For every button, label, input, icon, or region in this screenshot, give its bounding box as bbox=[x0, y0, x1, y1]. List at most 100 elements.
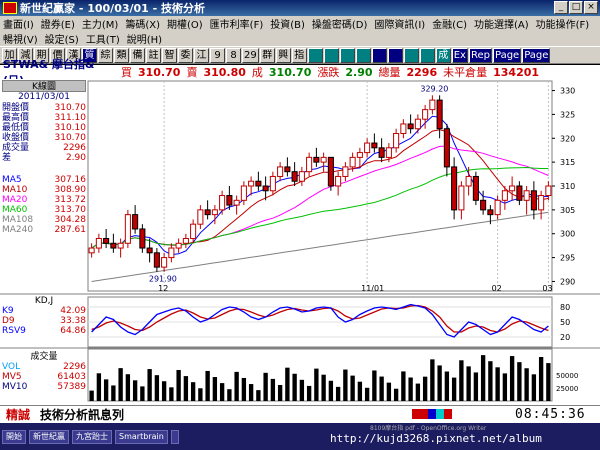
candle-body bbox=[190, 223, 197, 240]
menu-item[interactable]: 證券(E) bbox=[40, 20, 75, 31]
kd-line bbox=[91, 303, 549, 338]
status-message: 技術分析訊息列 bbox=[40, 408, 125, 422]
menu-item[interactable]: 畫面(I) bbox=[3, 20, 34, 31]
toolbar-button[interactable] bbox=[323, 47, 339, 63]
volume-bar bbox=[270, 378, 276, 401]
menu-item[interactable]: 匯市利率(F) bbox=[209, 20, 264, 31]
toolbar-button[interactable]: 群 bbox=[259, 47, 275, 63]
volume-bar bbox=[524, 368, 529, 401]
menu-item[interactable]: 主力(M) bbox=[81, 20, 119, 31]
toolbar-button[interactable]: 備 bbox=[130, 47, 145, 63]
volume-bar bbox=[219, 383, 225, 401]
menu-item[interactable]: 功能操作(F) bbox=[535, 20, 590, 31]
volume-bar bbox=[335, 386, 341, 401]
menu-item[interactable]: 工具(T) bbox=[85, 35, 120, 46]
toolbar-button[interactable]: 註 bbox=[146, 47, 161, 63]
toolbar-button[interactable]: 29 bbox=[242, 47, 259, 63]
toolbar-button[interactable]: 期 bbox=[34, 47, 49, 63]
taskbar-item[interactable]: 九宮跆士 bbox=[72, 429, 112, 444]
toolbar-button[interactable]: Page bbox=[522, 47, 551, 63]
moving-average-row: MA5 307.16 bbox=[2, 175, 86, 185]
low-annotation: 291.90 bbox=[149, 274, 177, 283]
toolbar-button[interactable]: 指 bbox=[291, 47, 307, 63]
candle-body bbox=[168, 247, 175, 259]
toolbar-button[interactable]: 價 bbox=[50, 47, 65, 63]
candle-body bbox=[95, 238, 102, 249]
menu-item[interactable]: 籌碼(X) bbox=[125, 20, 160, 31]
menu-item[interactable]: 期權(O) bbox=[166, 20, 203, 31]
candle-body bbox=[335, 175, 342, 187]
toolbar-button[interactable] bbox=[419, 47, 435, 63]
taskbar-item[interactable] bbox=[170, 429, 179, 444]
toolbar-button[interactable]: 加 bbox=[2, 47, 17, 63]
chart-area[interactable]: 330 325 320 315 310 305 300 295 290 12 11/01 02 03 32… bbox=[0, 79, 600, 405]
volume-bar bbox=[328, 380, 334, 401]
menu-item[interactable]: 暢視(V) bbox=[3, 35, 38, 46]
toolbar-button[interactable]: 8 bbox=[226, 47, 241, 63]
volume-bar bbox=[321, 374, 326, 401]
menu-item[interactable]: 金融(C) bbox=[432, 20, 467, 31]
price-stat-row: 差 2.90 bbox=[2, 153, 86, 163]
kd-row-value: 33.38 bbox=[60, 316, 86, 326]
candle-body bbox=[132, 214, 139, 230]
quote-info-bar: STWA& 摩台指&(日) 買 310.70 賣 310.80 成 310.70… bbox=[0, 58, 600, 87]
volume-bar bbox=[140, 386, 145, 401]
menu-item[interactable]: 國際資訊(I) bbox=[374, 20, 426, 31]
toolbar-button[interactable]: 類 bbox=[114, 47, 129, 63]
volume-bar bbox=[256, 390, 261, 401]
toolbar-button[interactable]: Rep bbox=[468, 47, 492, 63]
menu-item[interactable]: 設定(S) bbox=[44, 35, 79, 46]
toolbar-button[interactable] bbox=[387, 47, 403, 63]
menu-item[interactable]: 操盤密碼(D) bbox=[311, 20, 368, 31]
menu-item[interactable]: 說明(H) bbox=[126, 35, 163, 46]
volume-bar bbox=[379, 376, 384, 401]
volume-bar bbox=[517, 362, 522, 401]
taskbar-item[interactable]: 開始 bbox=[2, 429, 26, 444]
taskbar-item[interactable]: 新世紀贏 bbox=[29, 429, 69, 444]
toolbar-button[interactable]: 9 bbox=[210, 47, 225, 63]
toolbar-button[interactable]: Page bbox=[492, 47, 522, 63]
technical-chart[interactable]: 330 325 320 315 310 305 300 295 290 12 11/01 02 03 32… bbox=[0, 79, 600, 405]
volume-bar bbox=[263, 372, 268, 401]
candle-body bbox=[117, 242, 124, 249]
toolbar-button[interactable] bbox=[355, 47, 371, 63]
toolbar-button[interactable]: 興 bbox=[275, 47, 291, 63]
toolbar-button[interactable] bbox=[307, 47, 323, 63]
candle-body bbox=[451, 166, 458, 211]
toolbar-button[interactable]: Ex bbox=[451, 47, 468, 63]
volume-label: 總量 bbox=[378, 66, 401, 79]
toolbar-button[interactable]: 成 bbox=[435, 47, 451, 63]
toolbar-button[interactable] bbox=[339, 47, 355, 63]
minimize-button[interactable]: _ bbox=[554, 1, 568, 14]
moving-average-label: MA10 bbox=[2, 185, 28, 195]
toolbar-button[interactable]: 質 bbox=[82, 47, 97, 63]
toolbar-button[interactable]: 智 bbox=[162, 47, 177, 63]
volume-bar bbox=[437, 365, 442, 401]
volume-bar bbox=[103, 379, 109, 401]
toolbar-button[interactable]: 漢 bbox=[66, 47, 81, 63]
volume-bar bbox=[198, 388, 203, 401]
candle-body bbox=[226, 195, 233, 206]
toolbar-button[interactable]: 減 bbox=[18, 47, 33, 63]
menu-item[interactable]: 投資(B) bbox=[270, 20, 305, 31]
volume-bar bbox=[408, 377, 413, 401]
candle-body bbox=[153, 252, 160, 268]
kd-line bbox=[91, 304, 549, 333]
menu-item[interactable]: 功能選擇(A) bbox=[473, 20, 529, 31]
taskbar-item[interactable]: Smartbrain bbox=[115, 429, 168, 444]
toolbar-button[interactable]: 委 bbox=[178, 47, 193, 63]
toolbar-button[interactable] bbox=[371, 47, 387, 63]
volume-bar bbox=[212, 377, 218, 401]
maximize-button[interactable]: □ bbox=[569, 1, 583, 14]
volume-bar bbox=[89, 390, 94, 401]
candle-body bbox=[139, 228, 146, 249]
toolbar-button[interactable] bbox=[403, 47, 419, 63]
volume-bar bbox=[169, 387, 174, 401]
toolbar-button[interactable]: 綜 bbox=[98, 47, 113, 63]
candle-body bbox=[480, 199, 487, 211]
volume-tick-label: 50000 bbox=[556, 372, 578, 380]
toolbar-button[interactable]: 江 bbox=[194, 47, 209, 63]
close-button[interactable]: × bbox=[584, 1, 598, 14]
candle-body bbox=[465, 175, 472, 187]
volume-bar bbox=[241, 377, 247, 401]
